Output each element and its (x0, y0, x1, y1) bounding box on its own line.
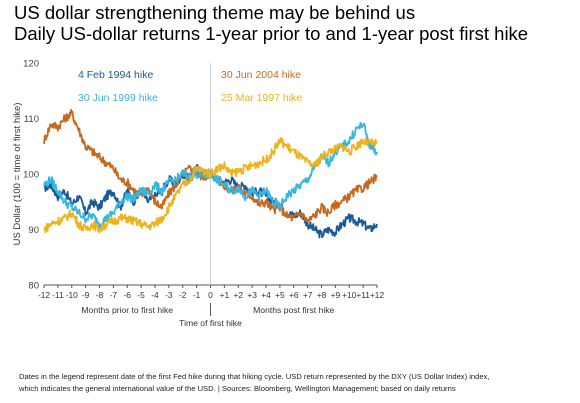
x-tick-label: +9 (331, 290, 341, 300)
x-tick-label: -6 (124, 290, 132, 300)
x-tick-label: -8 (96, 290, 104, 300)
y-tick-label: 120 (23, 59, 39, 70)
page-subtitle: Daily US-dollar returns 1-year prior to … (14, 23, 529, 44)
x-tick-label: -10 (66, 290, 78, 300)
x-tick-label: -9 (82, 290, 90, 300)
x-tick-label: +1 (220, 290, 230, 300)
x-tick-label: +3 (247, 290, 257, 300)
x-tick-label: -2 (179, 290, 187, 300)
y-tick-label: 80 (28, 281, 39, 292)
legend-entry-0: 4 Feb 1994 hike (78, 69, 153, 81)
x-tick-label: -7 (110, 290, 118, 300)
y-tick-label: 100 (23, 170, 39, 181)
legend-entry-2: 30 Jun 1999 hike (78, 92, 158, 104)
x-tick-label: +10 (342, 290, 357, 300)
footnote-line-1: Dates in the legend represent date of th… (19, 372, 490, 381)
x-tick-label: +6 (289, 290, 299, 300)
footnote: Dates in the legend represent date of th… (19, 371, 574, 395)
x-tick-label: +7 (303, 290, 313, 300)
y-tick-label: 90 (28, 225, 39, 236)
x-tick-label: 0 (208, 290, 213, 300)
page-title: US dollar strengthening theme may be beh… (14, 2, 416, 23)
x-tick-label: -1 (193, 290, 201, 300)
x-group-label-center: Time of first hike (179, 318, 242, 328)
x-tick-label: +8 (317, 290, 327, 300)
series-line-3 (43, 136, 378, 234)
x-tick-label: +2 (233, 290, 243, 300)
x-tick-label: +12 (370, 290, 385, 300)
x-tick-label: +11 (356, 290, 370, 300)
x-tick-label: -4 (151, 290, 159, 300)
x-tick-label: +4 (261, 290, 271, 300)
x-group-label-prior: Months prior to first hike (81, 305, 173, 315)
legend-entry-3: 25 Mar 1997 hike (221, 92, 302, 104)
x-tick-label: -12 (38, 290, 50, 300)
y-axis-label: US Dollar (100 = time of first hike) (12, 103, 23, 246)
y-tick-label: 110 (24, 114, 39, 125)
x-tick-label: -11 (52, 290, 64, 300)
x-tick-label: +5 (275, 290, 285, 300)
footnote-line-2: which indicates the general internationa… (19, 384, 456, 393)
legend-entry-1: 30 Jun 2004 hike (221, 69, 301, 81)
x-tick-label: -5 (137, 290, 145, 300)
x-tick-label: -3 (165, 290, 173, 300)
x-group-label-post: Months post first hike (253, 305, 334, 315)
